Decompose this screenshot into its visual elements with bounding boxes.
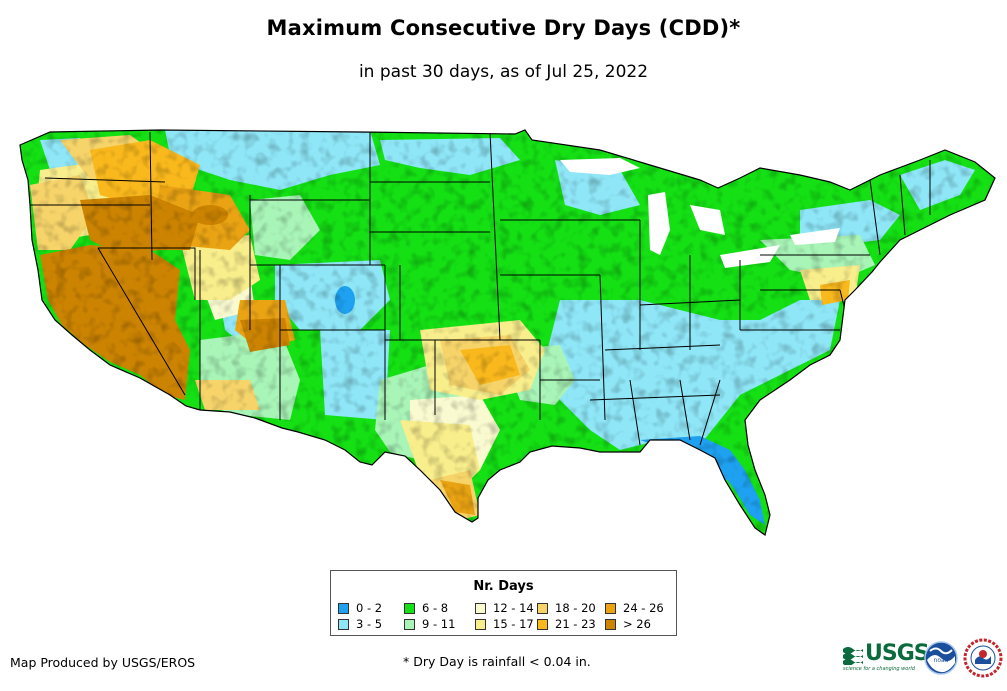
cdd-map xyxy=(19,129,996,536)
usgs-wordmark: USGS xyxy=(865,641,930,666)
legend-item: 6 - 8 xyxy=(404,601,448,615)
legend-label: 24 - 26 xyxy=(623,601,664,615)
legend-item: 0 - 2 xyxy=(338,601,382,615)
svg-text:noaa: noaa xyxy=(934,657,949,664)
legend-item: 9 - 11 xyxy=(404,617,455,631)
legend-swatch xyxy=(605,618,616,630)
great-lakes xyxy=(560,158,840,268)
legend-item: 3 - 5 xyxy=(338,617,382,631)
legend-swatch xyxy=(475,602,486,614)
legend-item: 24 - 26 xyxy=(605,601,664,615)
map-title: Maximum Consecutive Dry Days (CDD)* xyxy=(266,16,741,40)
usgs-logo-icon: USGS science for a changing world xyxy=(843,641,930,672)
map-credit: Map Produced by USGS/EROS xyxy=(10,655,196,670)
legend-label: 3 - 5 xyxy=(356,617,383,631)
legend-swatch xyxy=(338,618,349,630)
legend-label: 9 - 11 xyxy=(422,617,456,631)
legend-label: 6 - 8 xyxy=(422,601,449,615)
legend-item: 12 - 14 xyxy=(475,601,534,615)
legend-item: 18 - 20 xyxy=(537,601,596,615)
map-subtitle: in past 30 days, as of Jul 25, 2022 xyxy=(358,62,649,82)
legend-item: 15 - 17 xyxy=(475,617,534,631)
legend-item: > 26 xyxy=(605,617,651,631)
nws-logo-icon xyxy=(963,638,1003,678)
usgs-tagline: science for a changing world xyxy=(843,666,915,672)
legend-label: 12 - 14 xyxy=(493,601,534,615)
legend: Nr. Days 0 - 2 3 - 5 6 - 8 9 - 11 12 - 14 15 … xyxy=(330,570,677,636)
legend-swatch xyxy=(475,618,486,630)
legend-label: > 26 xyxy=(623,617,651,631)
legend-label: 0 - 2 xyxy=(356,601,383,615)
legend-swatch xyxy=(338,602,349,614)
legend-label: 18 - 20 xyxy=(555,601,596,615)
legend-title: Nr. Days xyxy=(473,579,534,594)
legend-item: 21 - 23 xyxy=(537,617,596,631)
legend-label: 15 - 17 xyxy=(493,617,534,631)
legend-label: 21 - 23 xyxy=(555,617,596,631)
footnote: * Dry Day is rainfall < 0.04 in. xyxy=(403,654,591,669)
legend-swatch xyxy=(605,602,616,614)
legend-swatch xyxy=(537,618,548,630)
legend-swatch xyxy=(537,602,548,614)
legend-swatch xyxy=(404,618,415,630)
legend-swatch xyxy=(404,602,415,614)
noaa-logo-icon: noaa xyxy=(924,641,958,675)
state-boundaries xyxy=(28,131,931,446)
